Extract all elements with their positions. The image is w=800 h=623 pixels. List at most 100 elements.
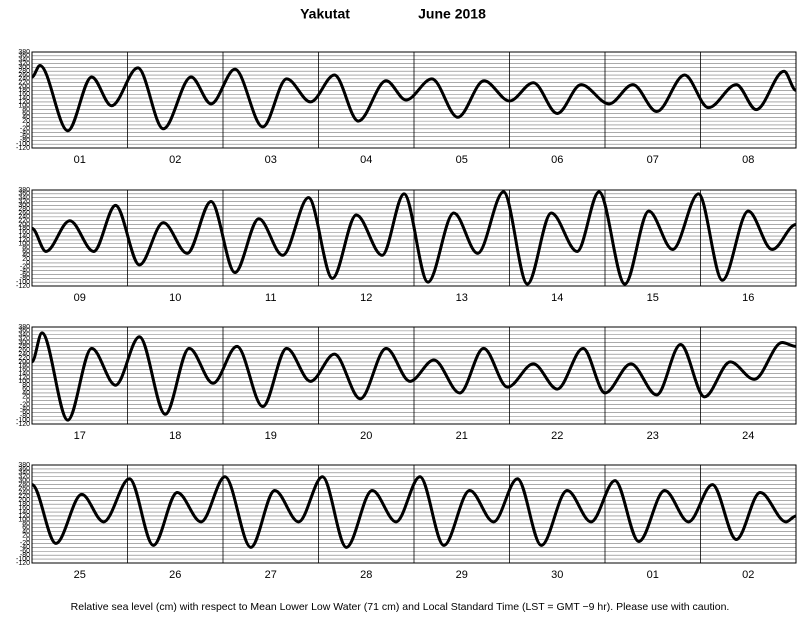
x-tick-label: 19 <box>265 430 277 442</box>
y-tick-label: 200 <box>18 83 30 90</box>
plot-frame <box>31 464 797 564</box>
y-tick-label: -60 <box>20 409 30 416</box>
y-tick-label: -80 <box>20 137 30 144</box>
y-tick-label: 220 <box>18 493 30 500</box>
tide-line <box>30 475 797 549</box>
y-tick-label: 140 <box>18 233 30 240</box>
x-tick-label: 30 <box>551 569 563 581</box>
y-tick-label: -120 <box>16 145 30 152</box>
y-tick-label: -100 <box>16 417 30 424</box>
y-tick-label: 240 <box>18 351 30 358</box>
y-tick-label: 380 <box>18 462 30 469</box>
y-tick-label: 0 <box>26 122 30 129</box>
y-tick-label: 300 <box>18 478 30 485</box>
y-tick-label: 180 <box>18 363 30 370</box>
x-tick-label: 02 <box>742 569 754 581</box>
y-tick-label: 80 <box>22 382 30 389</box>
y-tick-label: 40 <box>22 390 30 397</box>
x-tick-label: 09 <box>74 292 86 304</box>
x-tick-label: 01 <box>74 154 86 166</box>
y-tick-label: -40 <box>20 544 30 551</box>
y-tick-label: 260 <box>18 485 30 492</box>
chart-subtitle: June 2018 <box>418 6 486 22</box>
y-tick-label: 280 <box>18 206 30 213</box>
y-tick-label: -20 <box>20 126 30 133</box>
y-tick-label: 160 <box>18 91 30 98</box>
y-tick-label: -60 <box>20 271 30 278</box>
y-tick-label: 80 <box>22 106 30 113</box>
x-tick-label: 27 <box>265 569 277 581</box>
x-tick-label: 17 <box>74 430 86 442</box>
y-tick-label: -40 <box>20 267 30 274</box>
y-tick-label: 360 <box>18 53 30 60</box>
x-tick-label: 24 <box>742 430 754 442</box>
x-tick-label: 28 <box>360 569 372 581</box>
y-tick-label: 300 <box>18 64 30 71</box>
y-tick-label: 380 <box>18 324 30 331</box>
y-tick-label: -120 <box>16 560 30 567</box>
y-tick-label: 260 <box>18 210 30 217</box>
y-tick-label: -80 <box>20 275 30 282</box>
tide-line <box>31 63 797 133</box>
y-tick-label: 200 <box>18 497 30 504</box>
y-tick-label: 300 <box>18 339 30 346</box>
y-tick-label: 20 <box>22 256 30 263</box>
y-tick-label: 100 <box>18 378 30 385</box>
y-tick-label: 200 <box>18 359 30 366</box>
y-tick-label: 380 <box>18 49 30 56</box>
y-tick-label: 160 <box>18 505 30 512</box>
y-tick-label: 20 <box>22 394 30 401</box>
y-tick-label: 340 <box>18 57 30 64</box>
y-tick-label: 220 <box>18 355 30 362</box>
tide-line <box>30 331 797 422</box>
x-tick-label: 22 <box>551 430 563 442</box>
y-tick-label: 340 <box>18 470 30 477</box>
y-tick-label: 60 <box>22 386 30 393</box>
y-tick-label: -20 <box>20 264 30 271</box>
y-tick-label: 40 <box>22 114 30 121</box>
y-tick-label: 0 <box>26 260 30 267</box>
y-tick-label: 360 <box>18 466 30 473</box>
plot-frame <box>31 189 797 287</box>
y-tick-label: 360 <box>18 191 30 198</box>
y-tick-label: 180 <box>18 501 30 508</box>
y-tick-label: 120 <box>18 374 30 381</box>
y-tick-label: 180 <box>18 87 30 94</box>
x-tick-label: 14 <box>551 292 563 304</box>
y-tick-label: 140 <box>18 370 30 377</box>
plot-frame <box>31 51 797 149</box>
y-tick-label: 100 <box>18 517 30 524</box>
y-tick-label: 160 <box>18 367 30 374</box>
plot-frame <box>31 326 797 425</box>
y-tick-label: 20 <box>22 118 30 125</box>
tide-line <box>31 190 797 286</box>
y-tick-label: 280 <box>18 343 30 350</box>
y-tick-label: 0 <box>26 398 30 405</box>
y-tick-label: 0 <box>26 536 30 543</box>
y-tick-label: 240 <box>18 76 30 83</box>
y-tick-label: 20 <box>22 532 30 539</box>
x-tick-label: 03 <box>265 154 277 166</box>
y-tick-label: -20 <box>20 540 30 547</box>
x-tick-label: 20 <box>360 430 372 442</box>
x-tick-label: 11 <box>265 292 276 304</box>
x-tick-label: 01 <box>647 569 659 581</box>
y-tick-label: 120 <box>18 99 30 106</box>
chart-title: Yakutat <box>300 6 350 22</box>
y-tick-label: 220 <box>18 80 30 87</box>
y-tick-label: 60 <box>22 525 30 532</box>
y-tick-label: 180 <box>18 225 30 232</box>
x-tick-label: 29 <box>456 569 468 581</box>
x-tick-label: 13 <box>456 292 468 304</box>
x-tick-label: 08 <box>742 154 754 166</box>
x-tick-label: 15 <box>647 292 659 304</box>
x-tick-label: 12 <box>360 292 372 304</box>
y-tick-label: 240 <box>18 214 30 221</box>
y-tick-label: 100 <box>18 103 30 110</box>
y-tick-label: -60 <box>20 133 30 140</box>
x-tick-label: 25 <box>74 569 86 581</box>
x-tick-label: 06 <box>551 154 563 166</box>
y-tick-label: 60 <box>22 110 30 117</box>
y-tick-label: 320 <box>18 474 30 481</box>
